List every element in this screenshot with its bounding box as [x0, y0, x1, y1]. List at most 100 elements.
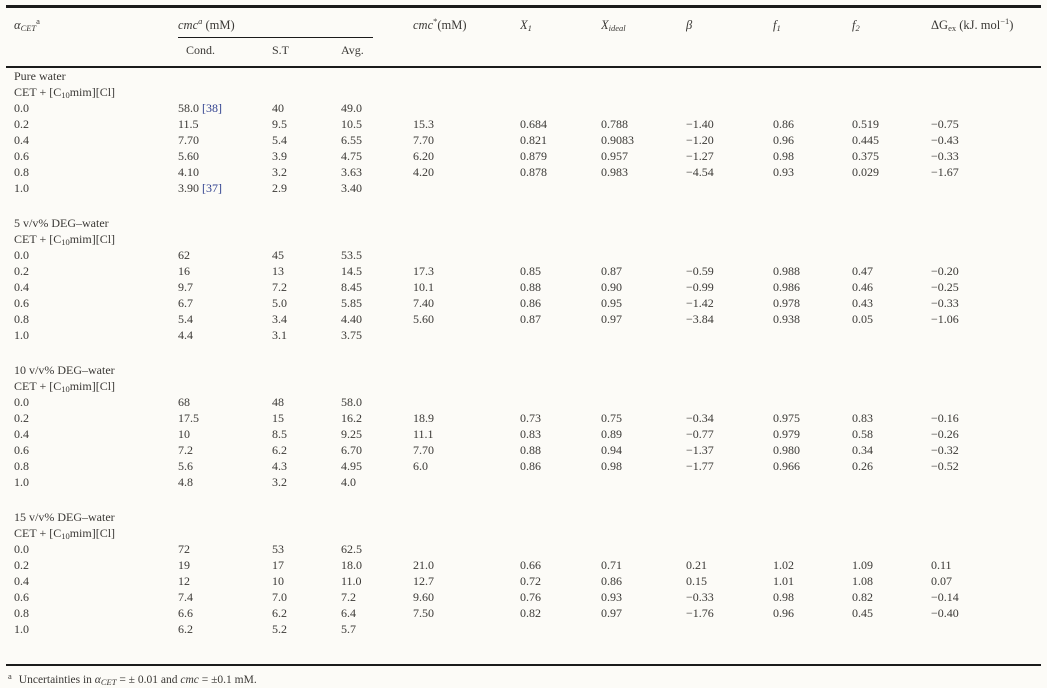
cell-avg: 16.2: [341, 411, 362, 425]
cell-f1: [773, 100, 852, 116]
cell-alpha: 1.0: [14, 475, 29, 489]
cell-cond: 4.10: [178, 165, 199, 179]
cell-beta: −1.76: [686, 606, 714, 620]
cell-dg_ex: [931, 621, 1041, 665]
cell-dg_ex: −0.33: [931, 149, 959, 163]
cell-f1: 0.938: [773, 312, 800, 326]
cell-x_ideal: 0.86: [601, 574, 622, 588]
cell-f2: 0.58: [852, 427, 873, 441]
cell-f2: 0.26: [852, 459, 873, 473]
data-row: 1.0 4.8 3.2 4.0: [6, 474, 1041, 490]
cell-f2: [852, 621, 931, 665]
cell-f2: [852, 394, 931, 410]
cell-cond: 6.7: [178, 296, 193, 310]
cell-alpha: 0.4: [14, 427, 29, 441]
cell-cond: 10: [178, 427, 190, 441]
cell-avg: 49.0: [341, 101, 362, 115]
cell-st: 9.5: [272, 117, 287, 131]
cell-x_ideal: 0.957: [601, 149, 628, 163]
cell-st: 5.0: [272, 296, 287, 310]
cell-x_ideal: 0.97: [601, 606, 622, 620]
cell-cond: 7.4: [178, 590, 193, 604]
cell-avg: 11.0: [341, 574, 362, 588]
cell-x1: 0.88: [520, 280, 541, 294]
cell-x1: 0.879: [520, 149, 547, 163]
cell-cond: 11.5: [178, 117, 199, 131]
cell-alpha: 0.0: [14, 395, 29, 409]
cell-beta: −3.84: [686, 312, 714, 326]
cell-beta: [686, 180, 773, 196]
cell-cond: 4.4: [178, 328, 193, 342]
cell-avg: 53.5: [341, 248, 362, 262]
cell-avg: 6.4: [341, 606, 356, 620]
cell-f2: 0.029: [852, 165, 879, 179]
cell-cond: 72: [178, 542, 190, 556]
cell-f2: 1.09: [852, 558, 873, 572]
cell-x1: [520, 474, 601, 490]
cell-cmc_star: 18.9: [413, 411, 434, 425]
cell-st: 3.2: [272, 165, 287, 179]
cell-st: 3.1: [272, 328, 287, 342]
cell-x1: [520, 180, 601, 196]
cell-x1: 0.86: [520, 459, 541, 473]
cell-f2: [852, 541, 931, 557]
cell-x1: [520, 541, 601, 557]
cell-alpha: 0.2: [14, 558, 29, 572]
cell-f2: 0.82: [852, 590, 873, 604]
delta-g-symbol: ΔG: [931, 18, 949, 32]
cell-alpha: 1.0: [14, 328, 29, 342]
cell-alpha: 0.2: [14, 411, 29, 425]
cell-cmc_star: 17.3: [413, 264, 434, 278]
footnote-marker-ref: a: [198, 16, 203, 26]
cell-avg: 6.70: [341, 443, 362, 457]
section-title: 15 v/v% DEG–water: [14, 510, 115, 524]
cell-x_ideal: [601, 394, 686, 410]
section-system-label: CET + [C10mim][Cl]: [14, 85, 116, 100]
citation-link[interactable]: [37]: [202, 181, 222, 195]
cell-beta: 0.15: [686, 574, 707, 588]
cell-st: 13: [272, 264, 284, 278]
cell-f1: 1.02: [773, 558, 794, 572]
cell-alpha: 0.8: [14, 312, 29, 326]
cell-beta: −1.27: [686, 149, 714, 163]
cell-alpha: 0.4: [14, 280, 29, 294]
cell-st: 6.2: [272, 606, 287, 620]
cell-cmc_star: [413, 100, 520, 116]
cell-f1: [773, 621, 852, 665]
citation-link[interactable]: [38]: [202, 101, 222, 115]
cell-beta: −1.37: [686, 443, 714, 457]
cell-beta: −1.40: [686, 117, 714, 131]
cell-dg_ex: [931, 247, 1041, 263]
col-header-beta: β: [686, 7, 773, 68]
cell-f2: [852, 247, 931, 263]
cell-cond: 58.0 [38]: [178, 101, 222, 115]
cell-st: 7.2: [272, 280, 287, 294]
cell-avg: 7.2: [341, 590, 356, 604]
cell-cmc_star: 7.70: [413, 133, 434, 147]
cell-cmc_star: [413, 621, 520, 665]
cell-f2: 1.08: [852, 574, 873, 588]
data-row: 0.8 4.10 3.2 3.63 4.20 0.878 0.983 −4.54 0.93 0.0…: [6, 164, 1041, 180]
cell-avg: 10.5: [341, 117, 362, 131]
cell-alpha: 0.6: [14, 296, 29, 310]
paper-table-page: αCETa cmca (mM) cmc*(mM) X1 Xideal β f1 …: [0, 5, 1047, 686]
cell-beta: [686, 394, 773, 410]
cell-avg: 3.63: [341, 165, 362, 179]
cell-f2: 0.34: [852, 443, 873, 457]
cell-x1: 0.66: [520, 558, 541, 572]
cell-dg_ex: −1.06: [931, 312, 959, 326]
cell-avg: 5.85: [341, 296, 362, 310]
cell-beta: −1.77: [686, 459, 714, 473]
cell-avg: 18.0: [341, 558, 362, 572]
cell-f1: 0.988: [773, 264, 800, 278]
cell-dg_ex: [931, 541, 1041, 557]
cell-f1: 0.975: [773, 411, 800, 425]
data-row: 0.2 19 17 18.0 21.0 0.66 0.71 0.21 1.02 1.09 0.11: [6, 557, 1041, 573]
cell-x_ideal: 0.71: [601, 558, 622, 572]
cell-cmc_star: 7.70: [413, 443, 434, 457]
cell-beta: [686, 327, 773, 343]
cell-cond: 17.5: [178, 411, 199, 425]
cell-x_ideal: [601, 247, 686, 263]
cell-f1: 0.978: [773, 296, 800, 310]
cell-st: 40: [272, 101, 284, 115]
